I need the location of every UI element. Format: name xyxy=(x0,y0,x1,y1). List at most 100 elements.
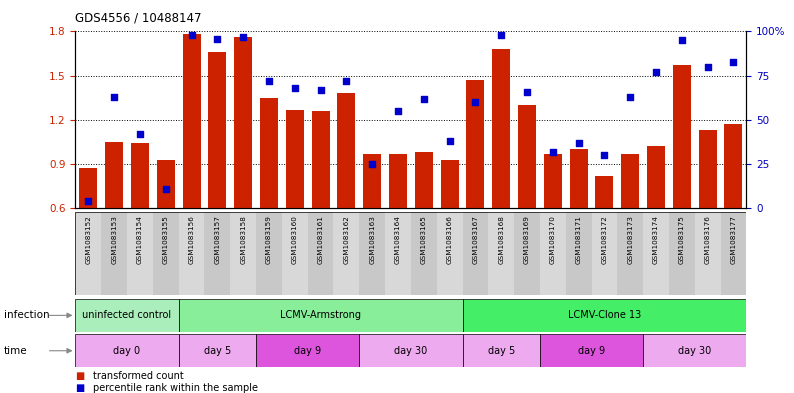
Text: uninfected control: uninfected control xyxy=(83,310,172,320)
Bar xyxy=(721,212,746,295)
Bar xyxy=(359,334,462,367)
Bar xyxy=(544,154,562,208)
Point xyxy=(624,94,637,100)
Text: day 30: day 30 xyxy=(678,346,711,356)
Text: GSM1083169: GSM1083169 xyxy=(524,215,530,264)
Text: ■: ■ xyxy=(75,383,85,393)
Point xyxy=(185,32,198,38)
Point xyxy=(598,152,611,158)
Bar xyxy=(540,334,643,367)
Bar xyxy=(183,35,201,208)
Text: day 0: day 0 xyxy=(114,346,141,356)
Bar xyxy=(75,212,102,295)
Text: GSM1083156: GSM1083156 xyxy=(188,215,195,264)
Bar xyxy=(540,212,565,295)
Bar xyxy=(643,212,669,295)
Bar xyxy=(360,212,385,295)
Bar xyxy=(311,111,330,208)
Bar xyxy=(337,94,356,208)
Bar xyxy=(466,80,484,208)
Bar xyxy=(156,160,175,208)
Text: ■: ■ xyxy=(75,371,85,382)
Point xyxy=(676,37,688,44)
Point xyxy=(572,140,585,146)
Bar xyxy=(488,212,515,295)
Text: GSM1083174: GSM1083174 xyxy=(653,215,659,264)
Bar xyxy=(208,52,226,208)
Text: GSM1083154: GSM1083154 xyxy=(137,215,143,264)
Bar xyxy=(308,212,333,295)
Text: LCMV-Armstrong: LCMV-Armstrong xyxy=(280,310,361,320)
Text: infection: infection xyxy=(4,310,49,320)
Text: day 30: day 30 xyxy=(395,346,427,356)
Bar xyxy=(515,212,540,295)
Bar xyxy=(179,212,205,295)
Text: GSM1083153: GSM1083153 xyxy=(111,215,118,264)
Bar xyxy=(179,299,462,332)
Text: GSM1083167: GSM1083167 xyxy=(472,215,479,264)
Text: GSM1083163: GSM1083163 xyxy=(369,215,376,264)
Point xyxy=(495,32,507,38)
Bar xyxy=(260,98,278,208)
Bar xyxy=(518,105,536,208)
Point xyxy=(314,87,327,93)
Bar xyxy=(286,110,304,208)
Text: GSM1083157: GSM1083157 xyxy=(214,215,221,264)
Point xyxy=(263,78,276,84)
Bar xyxy=(695,212,721,295)
Bar xyxy=(414,152,433,208)
Bar xyxy=(127,212,153,295)
Point xyxy=(418,95,430,102)
Text: day 5: day 5 xyxy=(204,346,231,356)
Text: day 5: day 5 xyxy=(488,346,515,356)
Bar xyxy=(647,147,665,208)
Bar xyxy=(282,212,308,295)
Text: GSM1083152: GSM1083152 xyxy=(85,215,91,264)
Text: GSM1083170: GSM1083170 xyxy=(549,215,556,264)
Bar xyxy=(363,154,381,208)
Point xyxy=(469,99,482,105)
Bar xyxy=(79,169,98,208)
Point xyxy=(340,78,353,84)
Text: GSM1083165: GSM1083165 xyxy=(421,215,427,264)
Bar xyxy=(234,37,252,208)
Bar xyxy=(230,212,256,295)
Bar xyxy=(565,212,592,295)
Text: GSM1083176: GSM1083176 xyxy=(704,215,711,264)
Text: GSM1083164: GSM1083164 xyxy=(395,215,401,264)
Bar xyxy=(256,212,282,295)
Text: GSM1083161: GSM1083161 xyxy=(318,215,324,264)
Text: GSM1083177: GSM1083177 xyxy=(730,215,737,264)
Text: GSM1083155: GSM1083155 xyxy=(163,215,169,264)
Point xyxy=(546,149,559,155)
Bar xyxy=(75,334,179,367)
Text: GDS4556 / 10488147: GDS4556 / 10488147 xyxy=(75,12,202,25)
Point xyxy=(701,64,714,70)
Bar xyxy=(699,130,717,208)
Bar xyxy=(441,160,459,208)
Point xyxy=(649,69,662,75)
Point xyxy=(727,58,740,64)
Text: GSM1083168: GSM1083168 xyxy=(498,215,504,264)
Point xyxy=(237,34,249,40)
Bar xyxy=(389,154,407,208)
Point xyxy=(82,198,94,204)
Bar xyxy=(669,212,695,295)
Bar xyxy=(462,299,746,332)
Point xyxy=(160,186,172,192)
Bar xyxy=(569,149,588,208)
Text: time: time xyxy=(4,346,28,356)
Text: GSM1083159: GSM1083159 xyxy=(266,215,272,264)
Bar xyxy=(492,49,511,208)
Text: GSM1083162: GSM1083162 xyxy=(343,215,349,264)
Bar xyxy=(385,212,411,295)
Text: GSM1083173: GSM1083173 xyxy=(627,215,634,264)
Bar xyxy=(596,176,614,208)
Point xyxy=(211,35,224,42)
Bar xyxy=(411,212,437,295)
Bar xyxy=(643,334,746,367)
Point xyxy=(108,94,121,100)
Bar xyxy=(153,212,179,295)
Text: GSM1083175: GSM1083175 xyxy=(679,215,685,264)
Bar xyxy=(463,212,488,295)
